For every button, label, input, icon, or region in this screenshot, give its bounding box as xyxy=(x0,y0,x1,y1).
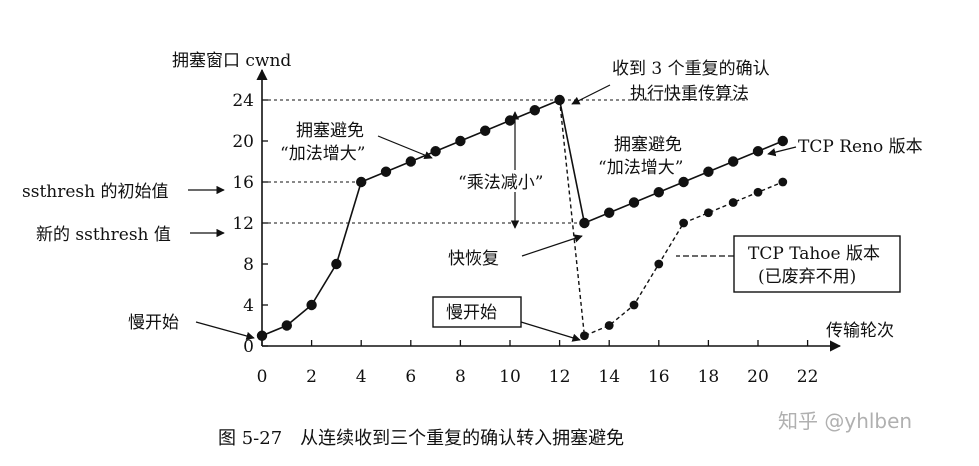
slow-start-left-arrow xyxy=(195,321,255,341)
reno-point xyxy=(703,166,714,177)
series-lines xyxy=(261,98,784,337)
x-tick-label: 6 xyxy=(405,367,416,387)
y-tick-label: 8 xyxy=(243,255,254,275)
series-points xyxy=(256,94,788,341)
reno-point xyxy=(752,146,764,157)
reno-point xyxy=(554,94,565,106)
tahoe-point xyxy=(654,259,664,269)
x-tick-label: 16 xyxy=(648,367,670,387)
reno-point xyxy=(604,207,615,218)
reno-point xyxy=(306,299,317,311)
tahoe-point xyxy=(753,187,763,197)
reno-label: TCP Reno 版本 xyxy=(798,137,923,157)
tahoe-label-line1: TCP Tahoe 版本 xyxy=(748,244,880,264)
x-tick-label: 20 xyxy=(747,367,769,387)
reno-point xyxy=(430,146,441,157)
reno-line xyxy=(261,98,784,337)
y-tick-label: 24 xyxy=(232,91,254,111)
tahoe-label-line2: (已废弃不用) xyxy=(758,267,856,287)
slow-start-box xyxy=(432,296,522,328)
tahoe-box xyxy=(733,235,901,293)
ca-left-line2: “加法增大” xyxy=(280,144,365,164)
triple-ack-line2: 执行快重传算法 xyxy=(630,84,749,104)
tahoe-point xyxy=(679,218,688,228)
ca-left-arrow xyxy=(377,135,433,160)
reno-point xyxy=(529,105,540,116)
reno-point xyxy=(455,135,466,147)
y-tick-label: 12 xyxy=(232,214,254,234)
slow-start-left-label: 慢开始 xyxy=(128,312,179,333)
tahoe-point xyxy=(778,177,788,187)
guide-lines xyxy=(262,99,746,224)
x-tick-label: 8 xyxy=(455,367,466,387)
x-tick-label: 10 xyxy=(499,367,521,387)
tahoe-point xyxy=(604,321,614,330)
mult-decrease-label: “乘法减小” xyxy=(458,173,543,193)
reno-point xyxy=(380,166,392,177)
reno-point xyxy=(480,125,491,136)
tahoe-line xyxy=(558,99,784,337)
tahoe-point xyxy=(629,300,639,310)
reno-point xyxy=(256,330,268,341)
tahoe-point xyxy=(704,208,713,218)
reno-point xyxy=(628,197,640,208)
ca-right-line2: “加法增大” xyxy=(598,158,683,178)
x-tick-label: 0 xyxy=(257,367,268,387)
x-tick-label: 12 xyxy=(549,367,571,387)
x-tick-label: 18 xyxy=(698,367,720,387)
slow-start-box-arrow xyxy=(520,321,581,342)
slow-start-box-label: 慢开始 xyxy=(446,302,497,323)
reno-point xyxy=(728,156,739,167)
y-ticks: 0 4 8 12 16 20 24 xyxy=(232,91,268,357)
tahoe-point xyxy=(728,198,738,207)
fast-recovery-arrow xyxy=(521,234,583,257)
x-tick-label: 2 xyxy=(306,367,317,387)
reno-point xyxy=(653,187,664,198)
watermark: 知乎 @yhlben xyxy=(778,409,912,433)
ssthresh-new-label: 新的 ssthresh 值 xyxy=(36,225,171,245)
reno-point xyxy=(405,156,416,167)
y-tick-label: 0 xyxy=(243,337,254,357)
reno-point xyxy=(579,217,590,229)
triple-ack-line1: 收到 3 个重复的确认 xyxy=(612,59,770,79)
reno-point xyxy=(356,176,367,188)
ssthresh-initial-label: ssthresh 的初始值 xyxy=(22,182,169,202)
y-axis-title: 拥塞窗口 cwnd xyxy=(172,51,291,71)
triple-ack-arrow xyxy=(571,84,611,105)
tahoe-point xyxy=(580,331,589,341)
y-tick-label: 20 xyxy=(232,132,254,152)
x-ticks: 0 2 4 6 8 10 12 14 16 18 20 22 xyxy=(257,340,819,387)
y-tick-label: 16 xyxy=(232,173,254,193)
reno-point xyxy=(678,176,689,188)
ca-right-line1: 拥塞避免 xyxy=(614,135,682,155)
y-tick-label: 4 xyxy=(243,296,254,316)
ca-left-line1: 拥塞避免 xyxy=(296,121,364,141)
x-axis-title: 传输轮次 xyxy=(826,321,894,341)
fast-recovery-label: 快恢复 xyxy=(448,249,499,269)
figure-caption: 图 5-27 从连续收到三个重复的确认转入拥塞避免 xyxy=(218,428,624,449)
x-tick-label: 4 xyxy=(356,367,367,387)
reno-point xyxy=(504,115,516,126)
reno-point xyxy=(281,320,292,331)
reno-arrow xyxy=(767,146,797,157)
reno-point xyxy=(777,135,788,147)
x-tick-label: 14 xyxy=(598,367,620,387)
reno-point xyxy=(331,258,342,270)
x-tick-label: 22 xyxy=(797,367,819,387)
